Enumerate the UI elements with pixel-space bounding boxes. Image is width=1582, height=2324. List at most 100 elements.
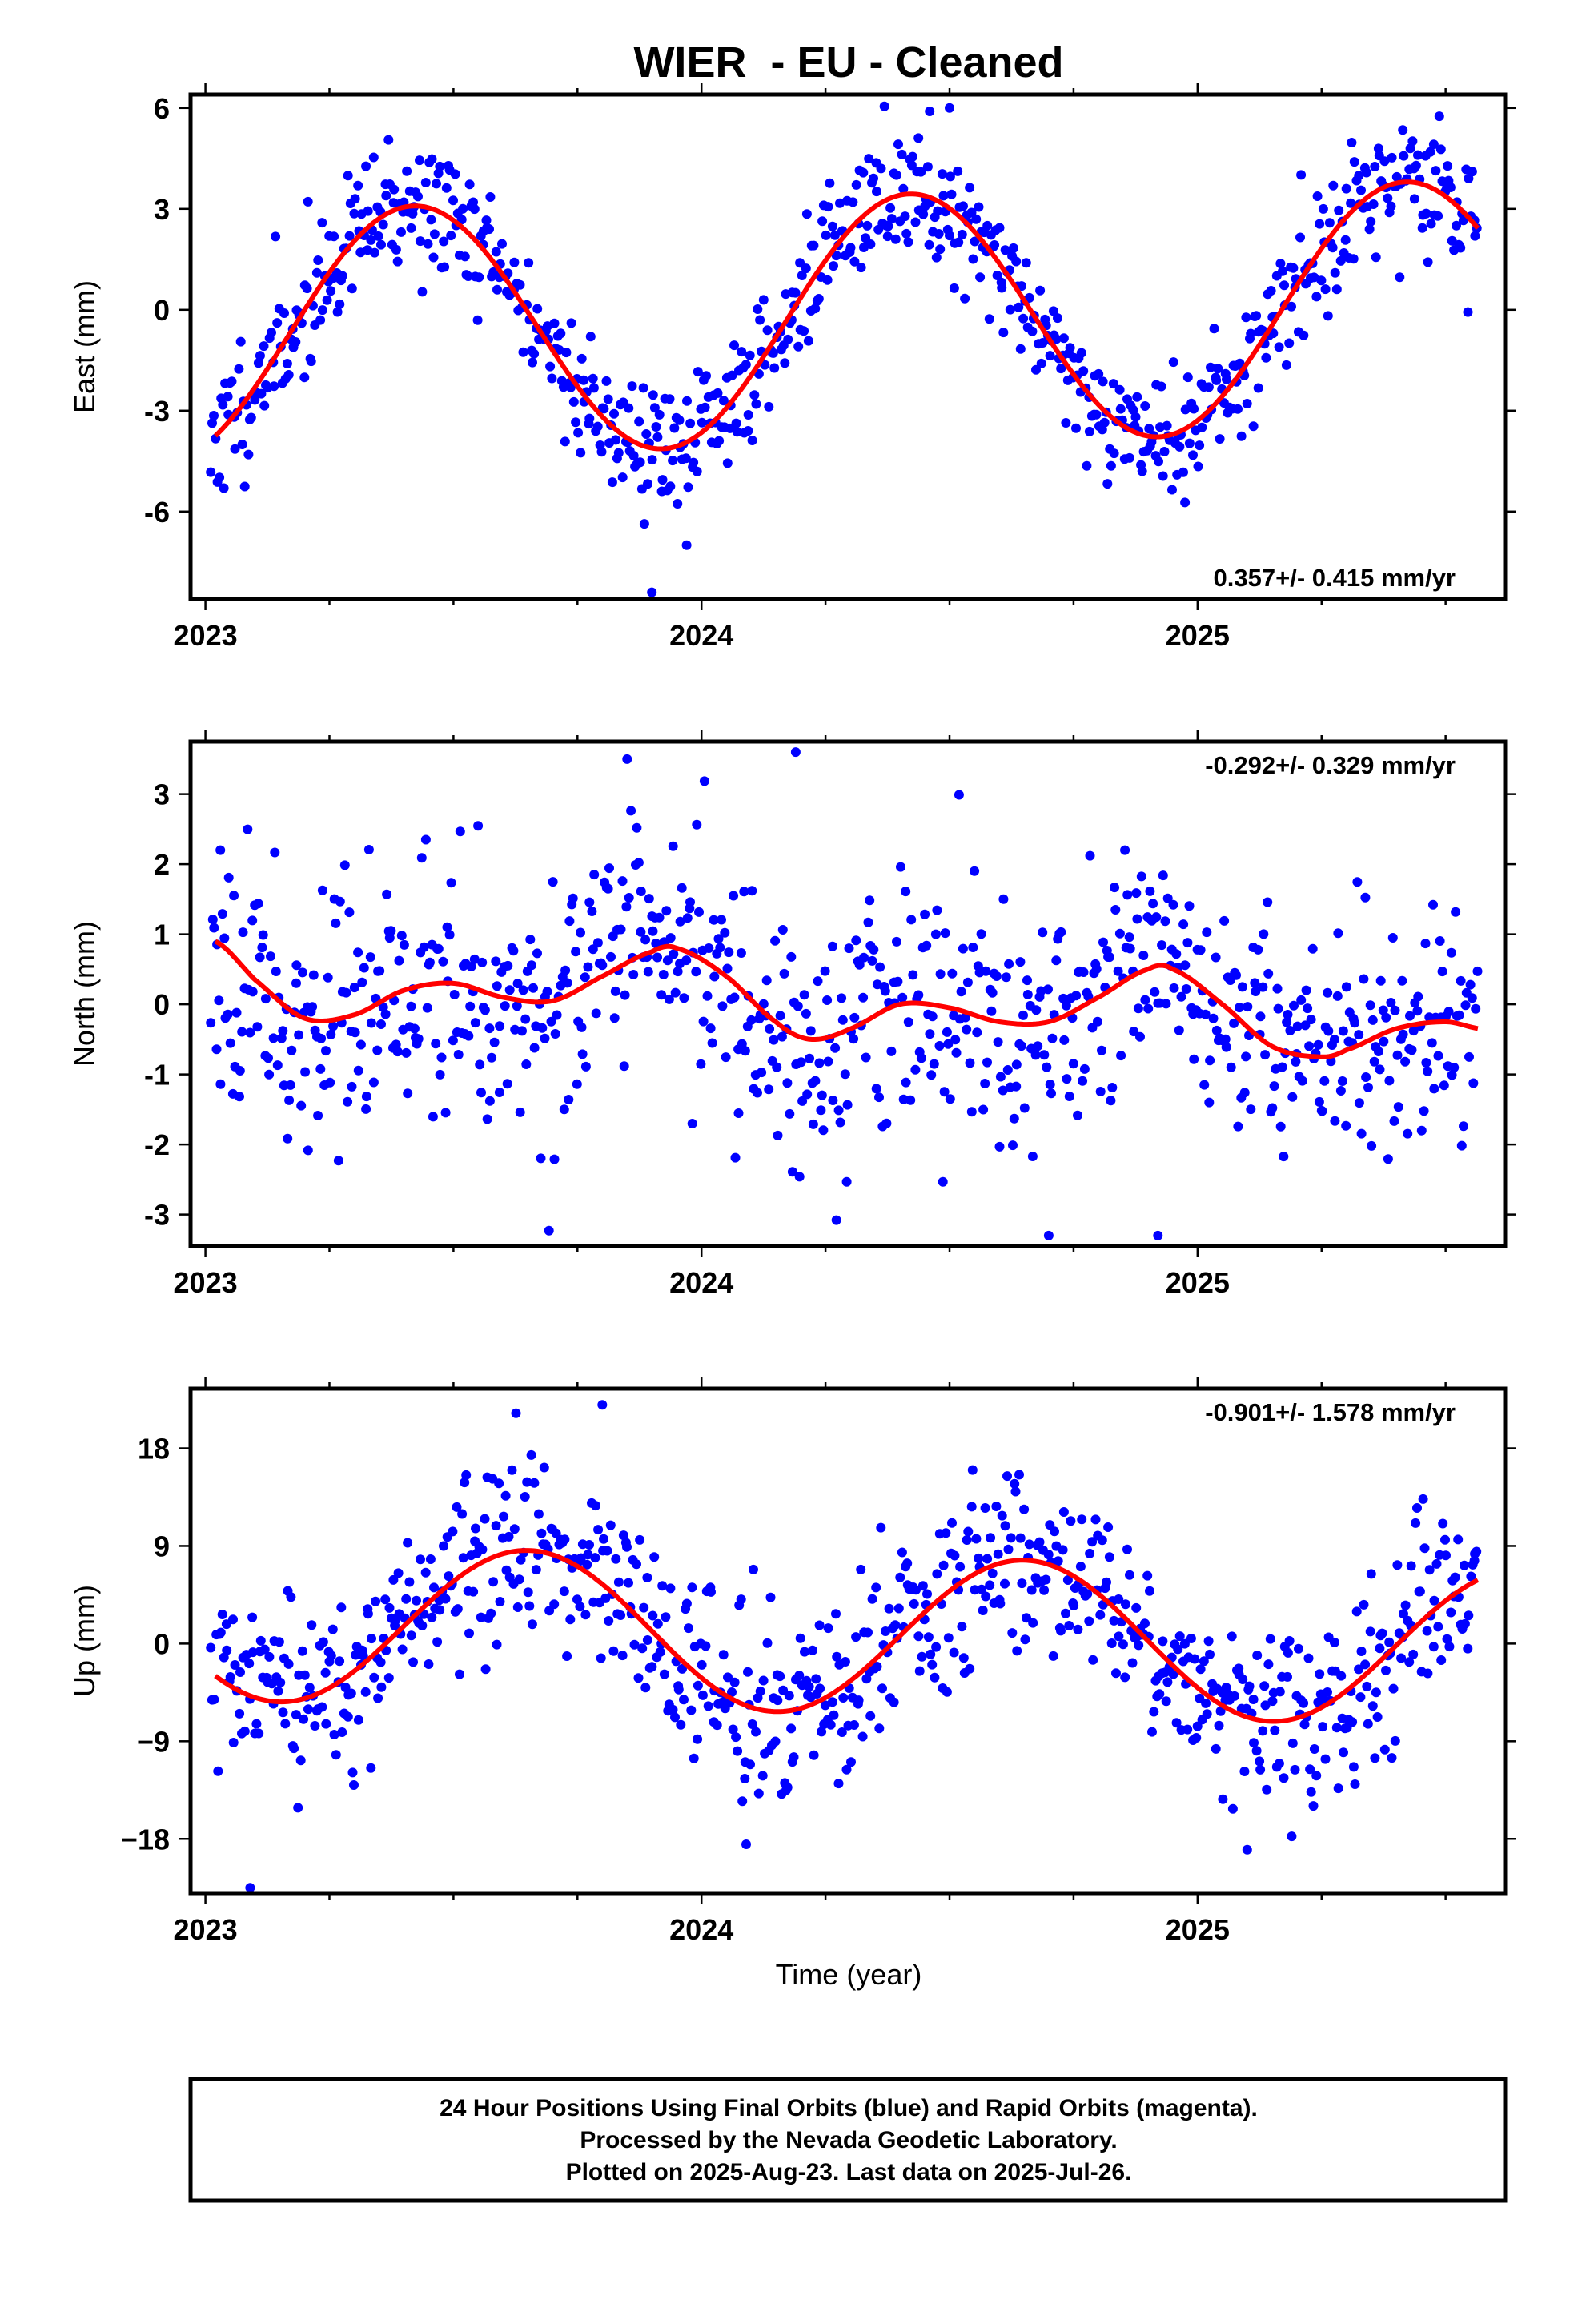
data-point (985, 1580, 995, 1590)
data-point (1038, 338, 1048, 348)
data-point (634, 416, 644, 427)
data-point (1145, 1586, 1154, 1596)
data-point (773, 1695, 783, 1706)
data-point (1061, 418, 1071, 428)
x-tick-label: 2025 (1166, 1266, 1230, 1299)
data-point (805, 1026, 816, 1036)
data-point (509, 257, 520, 267)
data-point (976, 929, 986, 939)
data-point (1204, 1097, 1215, 1108)
data-point (1050, 1526, 1059, 1537)
data-point (803, 336, 813, 346)
data-point (307, 1620, 317, 1630)
data-point (1378, 1005, 1388, 1015)
data-point (1062, 1575, 1073, 1585)
data-point (665, 933, 676, 943)
data-point (238, 927, 248, 938)
data-point (1392, 1050, 1403, 1060)
data-point (751, 399, 761, 409)
data-point (1311, 1771, 1322, 1781)
data-point (1277, 1062, 1287, 1072)
data-point (417, 287, 428, 297)
data-point (613, 448, 624, 458)
data-point (1319, 1076, 1330, 1086)
data-point (697, 1690, 708, 1700)
data-point (1352, 877, 1363, 887)
data-point (903, 237, 913, 247)
data-point (211, 1044, 222, 1055)
data-point (733, 1746, 743, 1756)
data-point (740, 1774, 750, 1783)
data-point (1389, 1116, 1399, 1126)
data-point (394, 955, 404, 966)
data-point (616, 1610, 626, 1620)
data-point (1173, 1644, 1183, 1655)
data-point (1386, 201, 1396, 211)
data-point (320, 1667, 331, 1678)
data-point (1347, 1717, 1358, 1727)
data-point (654, 912, 665, 923)
data-point (264, 1069, 275, 1080)
data-point (809, 1750, 819, 1760)
data-point (229, 891, 239, 901)
data-point (396, 227, 406, 237)
data-point (941, 1528, 951, 1538)
data-point (1292, 1021, 1303, 1031)
data-point (522, 1477, 532, 1487)
data-point (608, 1646, 619, 1656)
data-point (1362, 1681, 1372, 1691)
data-point (886, 1046, 897, 1056)
data-point (1084, 1616, 1094, 1626)
data-point (448, 1035, 458, 1046)
data-point (429, 1582, 439, 1593)
data-point (957, 1622, 967, 1632)
data-point (363, 845, 374, 854)
data-point (796, 1057, 806, 1068)
data-point (1412, 1503, 1422, 1513)
data-point (794, 1172, 805, 1182)
data-point (255, 952, 265, 963)
data-point (464, 179, 475, 190)
data-point (480, 1005, 490, 1015)
data-point (654, 409, 665, 420)
data-point-outlier (925, 107, 935, 116)
data-point (1460, 1560, 1469, 1570)
data-point (606, 951, 616, 962)
data-point (1426, 219, 1436, 229)
data-point (1386, 998, 1396, 1007)
data-point (1250, 978, 1260, 988)
data-point (642, 1573, 652, 1582)
data-point (1291, 1056, 1301, 1067)
data-point (1132, 914, 1142, 924)
data-point (1363, 1082, 1373, 1092)
data-point (1162, 893, 1173, 903)
data-point (880, 986, 890, 996)
data-point (1202, 927, 1212, 938)
data-point (1334, 205, 1344, 215)
data-point (388, 1574, 399, 1585)
data-point (897, 992, 908, 1003)
data-point (591, 1008, 601, 1019)
data-point (954, 237, 964, 247)
data-point (1330, 267, 1340, 278)
data-point (1423, 1066, 1433, 1076)
data-point (297, 1646, 307, 1656)
y-tick-label: 9 (154, 1530, 170, 1562)
data-point (1287, 1738, 1298, 1748)
data-point (549, 318, 560, 328)
data-point (520, 1492, 530, 1502)
data-point (1279, 1152, 1289, 1162)
data-point (1064, 1092, 1074, 1101)
data-point (1233, 1121, 1243, 1132)
data-point (1323, 1026, 1334, 1036)
data-point (416, 1554, 425, 1565)
data-point (986, 1006, 997, 1016)
data-point (1346, 198, 1356, 208)
data-point (206, 467, 216, 477)
data-point (1027, 1152, 1038, 1161)
data-point (1129, 1027, 1139, 1037)
data-point (1456, 1140, 1467, 1151)
data-point (802, 1089, 813, 1100)
data-point (753, 1088, 762, 1098)
data-point (1106, 1096, 1116, 1106)
